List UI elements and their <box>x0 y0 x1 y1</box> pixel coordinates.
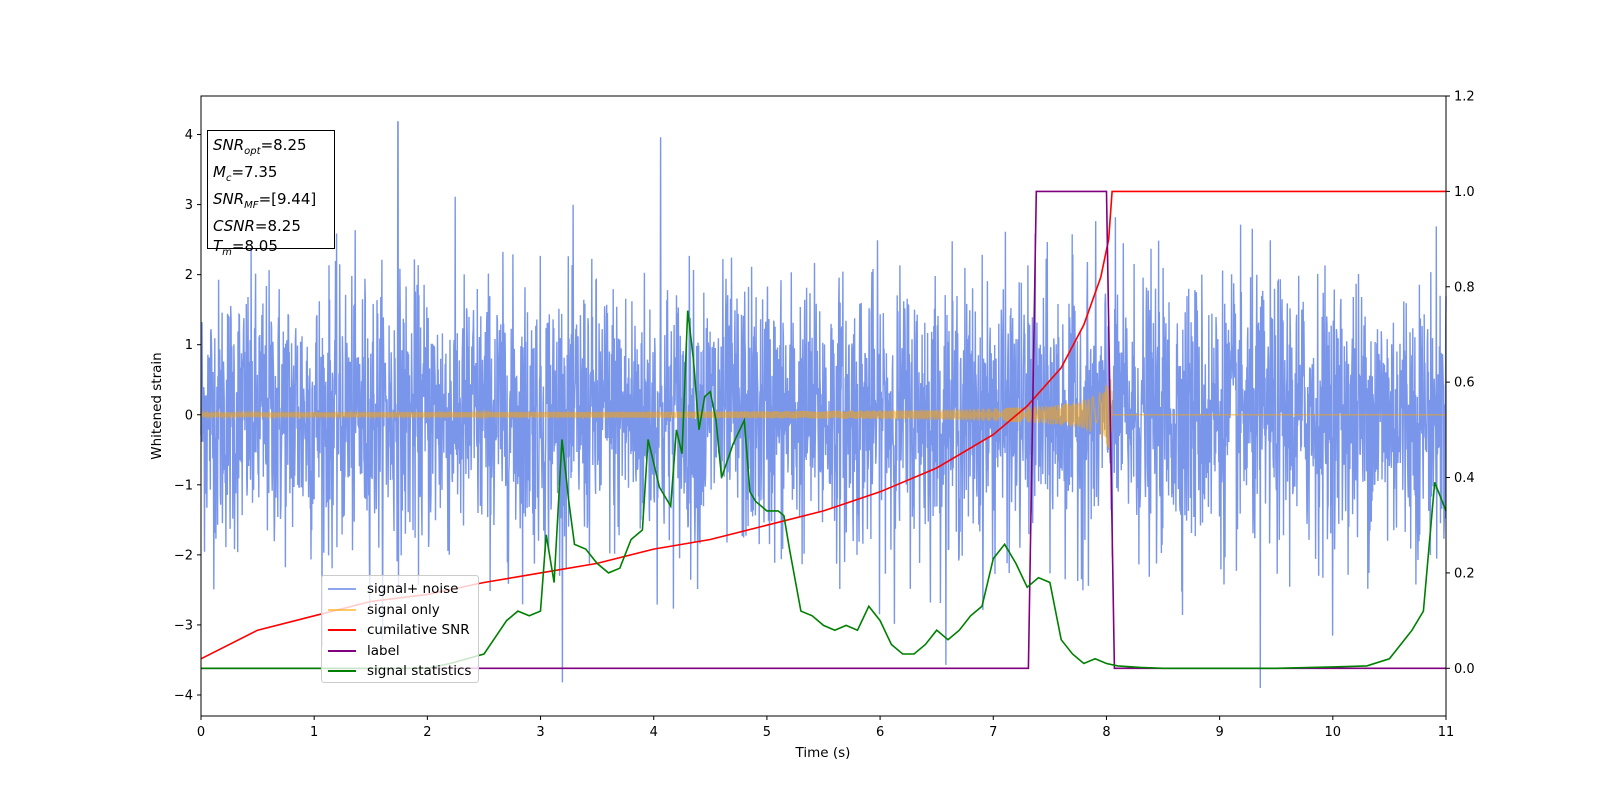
mc-line: Mc=7.35 <box>213 163 278 184</box>
y-axis-label: Whitened strain <box>149 352 165 459</box>
y-left-tick-label: 2 <box>185 268 193 283</box>
csnr-line: CSNR=8.25 <box>213 217 301 235</box>
y-right-tick-label: 0.6 <box>1454 376 1475 391</box>
y-axis-left-ticks: −4 −3 −2 −1 0 1 2 3 4 <box>174 128 201 703</box>
y-axis-right-ticks: 0.0 0.2 0.4 0.6 0.8 1.0 1.2 <box>1446 90 1475 677</box>
y-right-tick-label: 0.0 <box>1454 662 1475 677</box>
legend-label: cumilative SNR <box>367 622 470 639</box>
y-right-tick-label: 0.2 <box>1454 566 1475 581</box>
legend-swatch <box>328 670 356 673</box>
x-tick-label: 11 <box>1438 725 1455 740</box>
y-right-tick-label: 1.0 <box>1454 185 1475 200</box>
x-tick-label: 4 <box>650 725 658 740</box>
legend-label: signal statistics <box>367 663 472 680</box>
x-tick-label: 1 <box>310 725 318 740</box>
y-left-tick-label: 1 <box>185 338 193 353</box>
legend-swatch <box>328 608 356 611</box>
x-tick-label: 2 <box>423 725 431 740</box>
x-axis-ticks: 0 1 2 3 4 5 6 7 8 9 10 11 <box>197 716 1454 740</box>
x-tick-label: 0 <box>197 725 205 740</box>
legend-item: cumilative SNR <box>328 620 472 641</box>
x-tick-label: 7 <box>989 725 997 740</box>
y-left-tick-label: −4 <box>174 688 193 703</box>
x-tick-label: 6 <box>876 725 884 740</box>
legend-label: signal+ noise <box>367 581 459 598</box>
legend-item: signal statistics <box>328 661 472 682</box>
legend-swatch <box>328 588 356 591</box>
series-signal-statistics <box>201 310 1447 670</box>
legend-item: signal only <box>328 600 472 621</box>
y-left-tick-label: −2 <box>174 548 193 563</box>
y-left-tick-label: 0 <box>185 408 193 423</box>
x-tick-label: 5 <box>763 725 771 740</box>
snr-opt-line: SNRopt=8.25 <box>213 136 307 157</box>
tm-line: Tm=8.05 <box>213 237 278 258</box>
plot-frame <box>200 95 1447 717</box>
legend-item: label <box>328 641 472 662</box>
y-left-tick-label: −1 <box>174 478 193 493</box>
y-left-tick-label: 3 <box>185 198 193 213</box>
x-tick-label: 8 <box>1102 725 1110 740</box>
y-left-tick-label: −3 <box>174 618 193 633</box>
series-signal-only <box>200 379 1446 452</box>
annotation-box: SNRopt=8.25 Mc=7.35 SNRMF=[9.44] CSNR=8.… <box>207 130 335 258</box>
legend-item: signal+ noise <box>328 579 472 600</box>
y-right-tick-label: 0.8 <box>1454 280 1475 295</box>
x-axis-label: Time (s) <box>795 745 851 761</box>
legend-swatch <box>328 649 356 652</box>
y-left-tick-label: 4 <box>185 128 193 143</box>
legend-label: label <box>367 642 400 659</box>
series-signal-plus-noise <box>200 121 1447 689</box>
x-tick-label: 10 <box>1325 725 1342 740</box>
x-tick-label: 9 <box>1215 725 1223 740</box>
legend-swatch <box>328 629 356 632</box>
legend: signal+ noise signal only cumilative SNR la… <box>321 575 479 683</box>
snr-mf-line: SNRMF=[9.44] <box>213 190 317 211</box>
y-right-tick-label: 0.4 <box>1454 471 1475 486</box>
x-tick-label: 3 <box>536 725 544 740</box>
y-right-tick-label: 1.2 <box>1454 90 1475 105</box>
legend-label: signal only <box>367 601 440 618</box>
